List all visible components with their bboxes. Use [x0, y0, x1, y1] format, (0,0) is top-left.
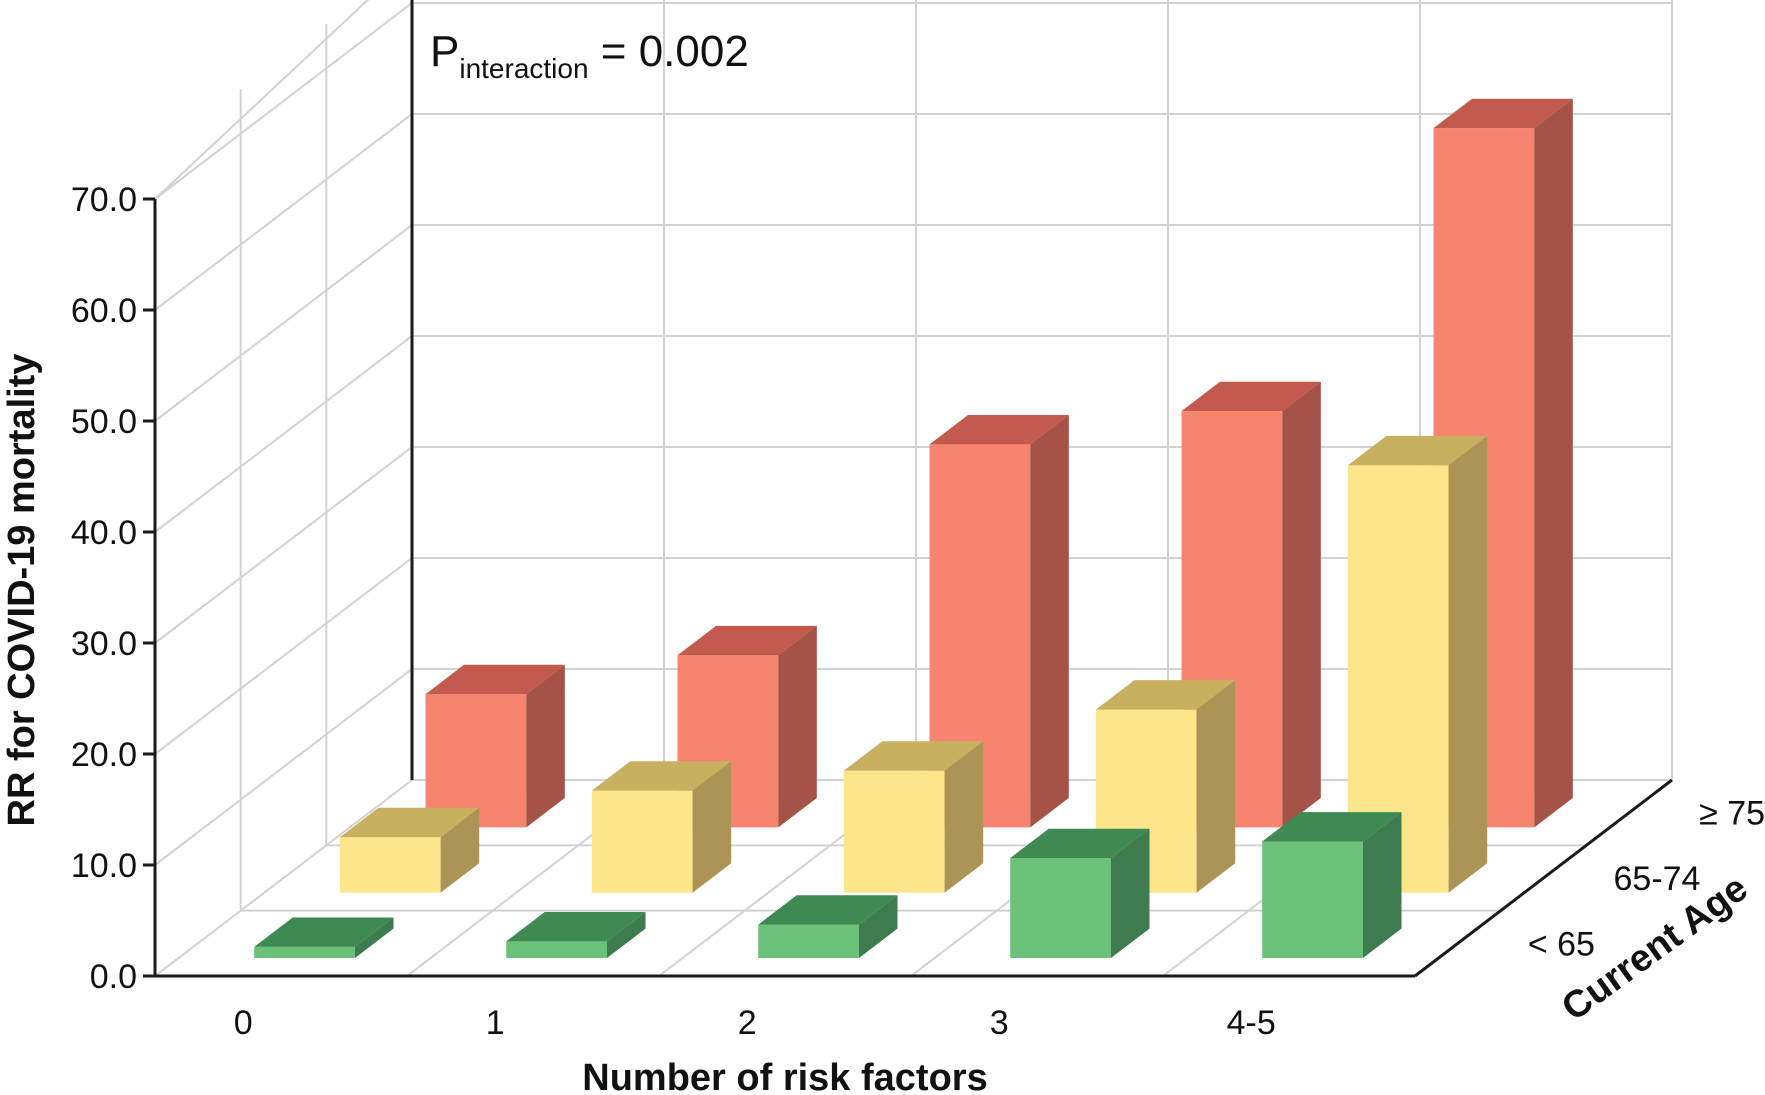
bar-top	[339, 807, 480, 838]
bar	[254, 917, 394, 958]
bar-side	[1030, 415, 1069, 828]
bar	[506, 912, 646, 958]
gridline	[154, 507, 187, 533]
bar-top	[758, 895, 898, 925]
bar-side	[1111, 828, 1150, 958]
bar-top	[1095, 680, 1236, 710]
bar-front	[929, 444, 1031, 828]
chart-frame	[143, 0, 1673, 978]
bar-side	[1282, 381, 1321, 828]
bar	[1262, 812, 1402, 958]
bar-front	[1262, 841, 1363, 958]
bar	[929, 415, 1069, 828]
x-tick-labels: 0 1 2 3 4-5	[234, 1004, 1276, 1042]
bar-front	[591, 790, 693, 893]
bar	[843, 741, 984, 893]
p-interaction-annotation: Pinteraction = 0.002	[430, 27, 749, 84]
bar	[591, 761, 732, 893]
bar-front	[339, 837, 441, 893]
bars	[254, 98, 1573, 958]
bar-top	[1262, 812, 1402, 842]
bar-side	[1448, 435, 1488, 893]
axis-line	[1414, 778, 1673, 978]
bar-side	[607, 912, 646, 958]
bar-side	[778, 625, 817, 828]
y-tick-label: 30.0	[71, 625, 137, 663]
bar-side	[944, 741, 984, 893]
bar-top	[929, 415, 1069, 445]
bar-front	[1010, 858, 1111, 958]
bar	[1010, 828, 1150, 958]
y-tick-label: 0.0	[90, 958, 137, 996]
gridline	[154, 618, 187, 644]
bar-side	[1534, 98, 1573, 828]
gridline	[154, 396, 187, 422]
bar-top	[843, 741, 984, 771]
bar-top	[425, 664, 565, 695]
gridline	[154, 0, 370, 200]
y-tick-labels: 0.0 10.0 20.0 30.0 40.0 50.0 60.0 70.0	[71, 181, 137, 996]
x-tick-label: 3	[990, 1004, 1009, 1042]
bar-front	[506, 941, 607, 958]
bar-front	[843, 770, 945, 893]
bar-top	[1347, 435, 1488, 466]
y-tick-label: 40.0	[71, 514, 137, 552]
y-tick-label: 10.0	[71, 847, 137, 885]
bar-top	[677, 625, 817, 656]
bar-front	[1347, 465, 1449, 893]
bar-top	[1181, 381, 1321, 412]
series-depth-labels: < 65 65-74 ≥ 75	[1528, 795, 1765, 964]
bar-top	[1433, 98, 1573, 129]
gridline	[154, 951, 187, 977]
bar-top	[591, 761, 732, 791]
x-tick-label: 1	[486, 1004, 505, 1042]
bar-top	[506, 912, 646, 942]
x-tick-label: 4-5	[1227, 1004, 1276, 1042]
bar-side	[526, 664, 565, 828]
series-label: 65-74	[1614, 860, 1701, 898]
bar	[339, 807, 480, 893]
bar-side	[355, 917, 394, 958]
bar-side	[1196, 680, 1236, 893]
gridline	[154, 840, 187, 866]
y-tick-label: 60.0	[71, 292, 137, 330]
y-tick-label: 50.0	[71, 403, 137, 441]
bar-side	[859, 895, 898, 958]
y-tick-label: 20.0	[71, 736, 137, 774]
gridline	[154, 174, 187, 200]
y-tick-label: 70.0	[71, 181, 137, 219]
y-axis-title: RR for COVID-19 mortality	[1, 354, 43, 827]
bar-front	[254, 946, 355, 958]
x-tick-label: 0	[234, 1004, 253, 1042]
bar-front	[758, 924, 859, 958]
floor-grid-line	[154, 779, 413, 977]
bar-side	[440, 807, 480, 893]
bar	[1347, 435, 1488, 893]
bar-top	[1010, 828, 1150, 859]
gridline	[154, 729, 187, 755]
bar	[758, 895, 898, 958]
series-label: < 65	[1528, 925, 1595, 963]
gridline	[154, 285, 187, 311]
bar-side	[692, 761, 732, 893]
x-axis-title: Number of risk factors	[582, 1057, 987, 1095]
series-label: ≥ 75	[1699, 795, 1765, 833]
bar-front	[425, 694, 527, 828]
bar	[425, 664, 565, 828]
x-tick-label: 2	[738, 1004, 757, 1042]
bar-top	[254, 917, 394, 947]
bar-side	[1363, 812, 1402, 958]
